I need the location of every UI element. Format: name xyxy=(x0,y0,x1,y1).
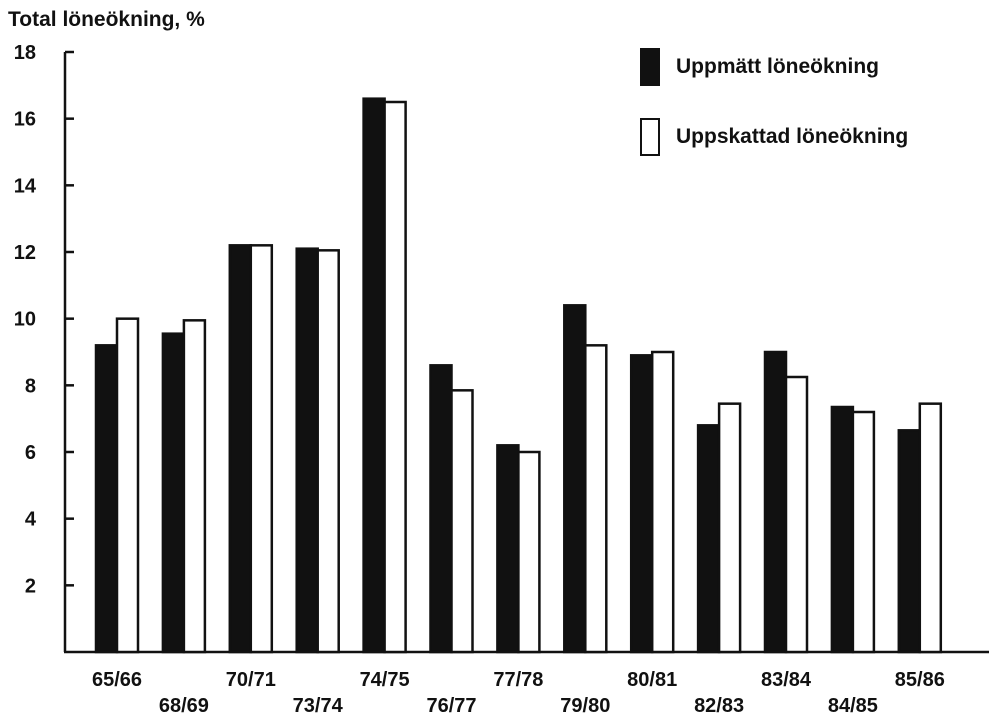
bar-estimated-76/77 xyxy=(450,389,474,654)
bar-measured-80/81 xyxy=(629,354,654,654)
x-tick-label-79/80: 79/80 xyxy=(560,695,610,715)
bar-estimated-83/84 xyxy=(784,375,809,654)
x-tick-label-77/78: 77/78 xyxy=(493,669,543,691)
bar-measured-65/66 xyxy=(94,344,119,654)
x-tick-label-65/66: 65/66 xyxy=(92,669,142,691)
y-tick-label-2: 2 xyxy=(25,575,36,597)
bar-measured-73/74 xyxy=(295,247,319,654)
bar-estimated-65/66 xyxy=(115,317,140,654)
labels: 2 4 6 8 10 12 14 16 18 65/66 68/69 70/71 73/74 74/75 7… xyxy=(14,42,945,715)
y-tick-label-6: 6 xyxy=(25,442,36,464)
bar-estimated-82/83 xyxy=(717,402,742,654)
x-tick-label-84/85: 84/85 xyxy=(828,695,878,715)
bar-estimated-77/78 xyxy=(517,450,541,654)
x-tick-label-70/71: 70/71 xyxy=(226,669,276,691)
x-tick-label-74/75: 74/75 xyxy=(360,669,410,691)
legend-swatch-measured xyxy=(640,48,660,86)
bar-measured-85/86 xyxy=(897,429,922,654)
x-tick-label-68/69: 68/69 xyxy=(159,695,209,715)
bar-estimated-74/75 xyxy=(383,100,407,654)
bar-estimated-73/74 xyxy=(316,249,340,654)
legend-label-estimated: Uppskattad löneökning xyxy=(676,125,909,148)
bar-measured-76/77 xyxy=(429,364,453,654)
legend-item-measured: Uppmätt löneökning xyxy=(640,48,879,86)
x-tick-label-85/86: 85/86 xyxy=(895,669,945,691)
y-tick-label-14: 14 xyxy=(14,175,37,197)
y-tick-label-18: 18 xyxy=(14,42,36,64)
bar-estimated-80/81 xyxy=(650,350,675,654)
x-tick-label-83/84: 83/84 xyxy=(761,669,812,691)
bar-measured-74/75 xyxy=(362,97,386,654)
x-tick-label-73/74: 73/74 xyxy=(293,695,344,715)
legend-item-estimated: Uppskattad löneökning xyxy=(640,118,908,156)
legend-label-measured: Uppmätt löneökning xyxy=(676,55,879,78)
bar-estimated-68/69 xyxy=(182,319,207,654)
y-tick-label-4: 4 xyxy=(25,509,37,531)
bar-estimated-84/85 xyxy=(851,410,876,654)
x-tick-label-80/81: 80/81 xyxy=(627,669,677,691)
bar-measured-70/71 xyxy=(228,244,253,654)
x-tick-label-82/83: 82/83 xyxy=(694,695,744,715)
y-tick-label-10: 10 xyxy=(14,309,36,331)
bar-measured-79/80 xyxy=(563,304,587,654)
bar-measured-77/78 xyxy=(496,444,520,654)
bar-measured-84/85 xyxy=(830,405,855,654)
bar-estimated-79/80 xyxy=(584,344,608,654)
bars xyxy=(94,97,943,654)
y-tick-label-16: 16 xyxy=(14,109,36,131)
bar-estimated-85/86 xyxy=(918,402,943,654)
bar-measured-83/84 xyxy=(763,350,788,654)
y-tick-label-12: 12 xyxy=(14,242,36,264)
x-tick-label-76/77: 76/77 xyxy=(426,695,476,715)
y-tick-label-8: 8 xyxy=(25,375,36,397)
bar-estimated-70/71 xyxy=(249,244,274,654)
y-axis-title: Total löneökning, % xyxy=(8,8,205,31)
bar-measured-82/83 xyxy=(696,424,721,654)
bar-measured-68/69 xyxy=(161,332,186,654)
legend-swatch-estimated xyxy=(640,118,660,156)
